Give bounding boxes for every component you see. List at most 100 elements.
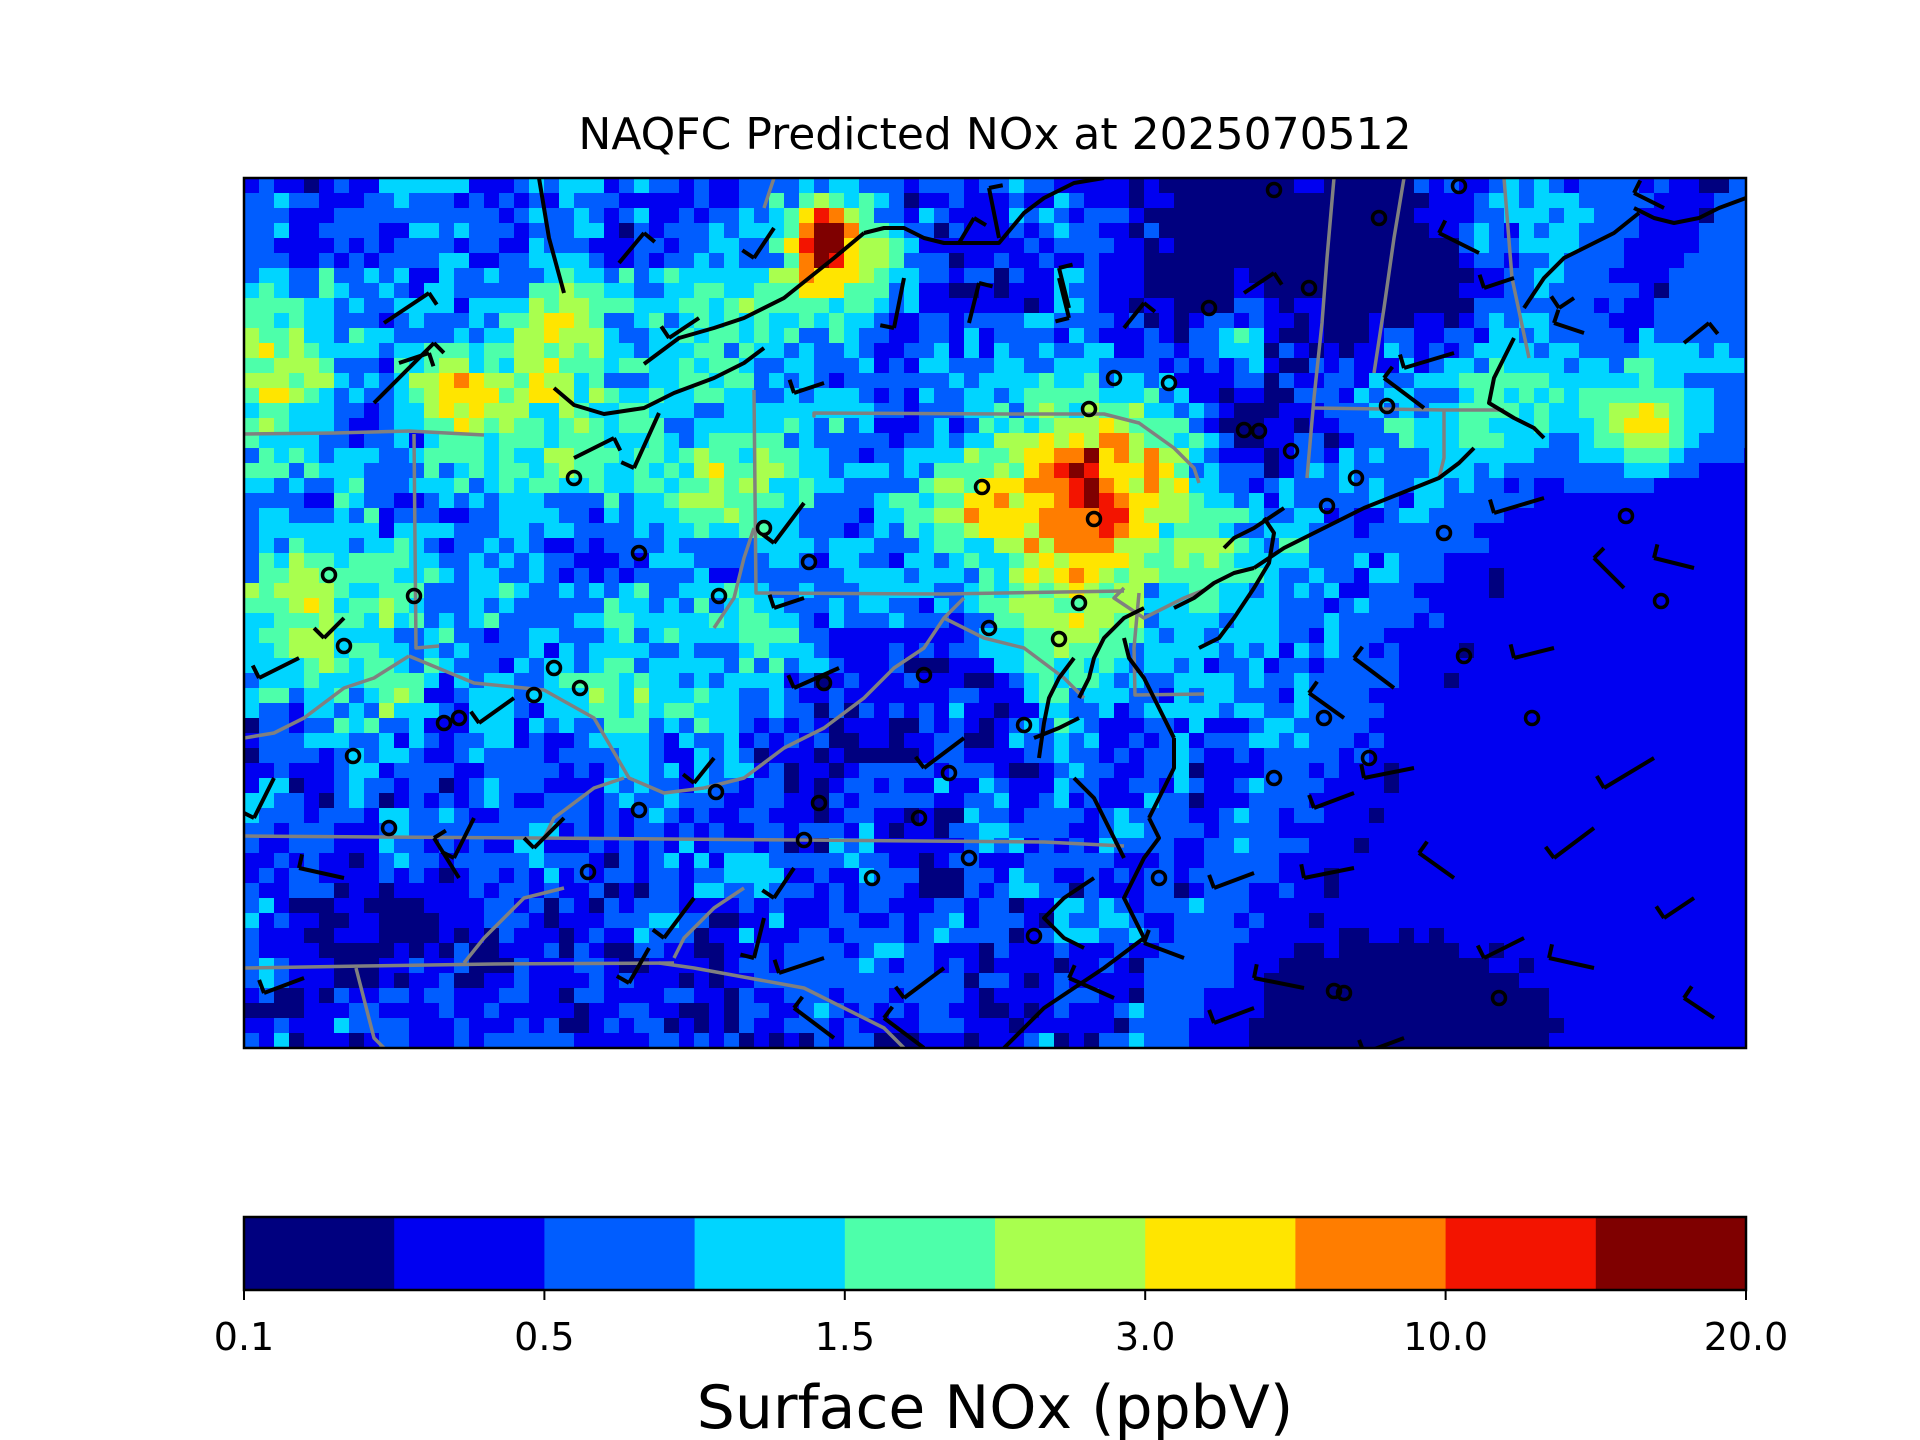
grid-cell — [1009, 598, 1025, 614]
grid-cell — [1549, 673, 1565, 689]
grid-cell — [499, 583, 515, 599]
grid-cell — [394, 403, 410, 419]
grid-cell — [1279, 613, 1295, 629]
grid-cell — [889, 688, 905, 704]
grid-cell — [634, 388, 650, 404]
grid-cell — [784, 853, 800, 869]
grid-cell — [784, 778, 800, 794]
grid-cell — [1549, 793, 1565, 809]
grid-cell — [484, 553, 500, 569]
grid-cell — [709, 223, 725, 239]
grid-cell — [1504, 553, 1520, 569]
grid-cell — [1264, 208, 1280, 224]
grid-cell — [679, 193, 695, 209]
grid-cell — [754, 898, 770, 914]
grid-cell — [559, 403, 575, 419]
grid-cell — [919, 823, 935, 839]
grid-cell — [769, 793, 785, 809]
grid-cell — [364, 298, 380, 314]
grid-cell — [709, 808, 725, 824]
grid-cell — [694, 688, 710, 704]
grid-cell — [1729, 283, 1745, 299]
grid-cell — [1264, 298, 1280, 314]
grid-cell — [1729, 238, 1745, 254]
grid-cell — [1354, 343, 1370, 359]
grid-cell — [1264, 613, 1280, 629]
grid-cell — [859, 373, 875, 389]
grid-cell — [1114, 823, 1130, 839]
grid-cell — [664, 853, 680, 869]
grid-cell — [634, 283, 650, 299]
grid-cell — [559, 553, 575, 569]
grid-cell — [649, 613, 665, 629]
grid-cell — [1669, 748, 1685, 764]
grid-cell — [709, 268, 725, 284]
grid-cell — [1309, 838, 1325, 854]
grid-cell — [1129, 403, 1145, 419]
grid-cell — [499, 628, 515, 644]
grid-cell — [334, 823, 350, 839]
grid-cell — [559, 223, 575, 239]
grid-cell — [1729, 883, 1745, 899]
grid-cell — [1309, 628, 1325, 644]
grid-cell — [274, 208, 290, 224]
grid-cell — [1264, 733, 1280, 749]
grid-cell — [1534, 853, 1550, 869]
grid-cell — [694, 463, 710, 479]
grid-cell — [1474, 343, 1490, 359]
grid-cell — [259, 238, 275, 254]
grid-cell — [1159, 343, 1175, 359]
grid-cell — [1549, 193, 1565, 209]
grid-cell — [1354, 418, 1370, 434]
grid-cell — [244, 223, 260, 239]
grid-cell — [274, 238, 290, 254]
grid-cell — [1279, 478, 1295, 494]
grid-cell — [1354, 493, 1370, 509]
grid-cell — [1144, 208, 1160, 224]
grid-cell — [589, 913, 605, 929]
grid-cell — [574, 643, 590, 659]
grid-cell — [1294, 718, 1310, 734]
grid-cell — [1264, 838, 1280, 854]
grid-cell — [1264, 883, 1280, 899]
grid-cell — [394, 913, 410, 929]
grid-cell — [274, 223, 290, 239]
grid-cell — [769, 223, 785, 239]
grid-cell — [889, 433, 905, 449]
grid-cell — [1579, 313, 1595, 329]
grid-cell — [1384, 568, 1400, 584]
grid-cell — [1654, 478, 1670, 494]
grid-cell — [634, 868, 650, 884]
grid-cell — [1429, 673, 1445, 689]
grid-cell — [1384, 658, 1400, 674]
grid-cell — [409, 883, 425, 899]
grid-cell — [1474, 358, 1490, 374]
grid-cell — [784, 418, 800, 434]
grid-cell — [739, 418, 755, 434]
grid-cell — [1684, 403, 1700, 419]
grid-cell — [274, 898, 290, 914]
grid-cell — [244, 448, 260, 464]
grid-cell — [394, 898, 410, 914]
grid-cell — [784, 433, 800, 449]
grid-cell — [724, 613, 740, 629]
grid-cell — [364, 238, 380, 254]
grid-cell — [994, 253, 1010, 269]
grid-cell — [1684, 733, 1700, 749]
grid-cell — [544, 358, 560, 374]
grid-cell — [1309, 808, 1325, 824]
grid-cell — [694, 823, 710, 839]
grid-cell — [1639, 373, 1655, 389]
grid-cell — [694, 433, 710, 449]
grid-cell — [1294, 433, 1310, 449]
grid-cell — [1699, 583, 1715, 599]
grid-cell — [1204, 763, 1220, 779]
grid-cell — [964, 748, 980, 764]
grid-cell — [1684, 628, 1700, 644]
grid-cell — [259, 883, 275, 899]
grid-cell — [244, 313, 260, 329]
grid-cell — [1519, 358, 1535, 374]
grid-cell — [679, 688, 695, 704]
grid-cell — [1564, 553, 1580, 569]
grid-cell — [1414, 553, 1430, 569]
